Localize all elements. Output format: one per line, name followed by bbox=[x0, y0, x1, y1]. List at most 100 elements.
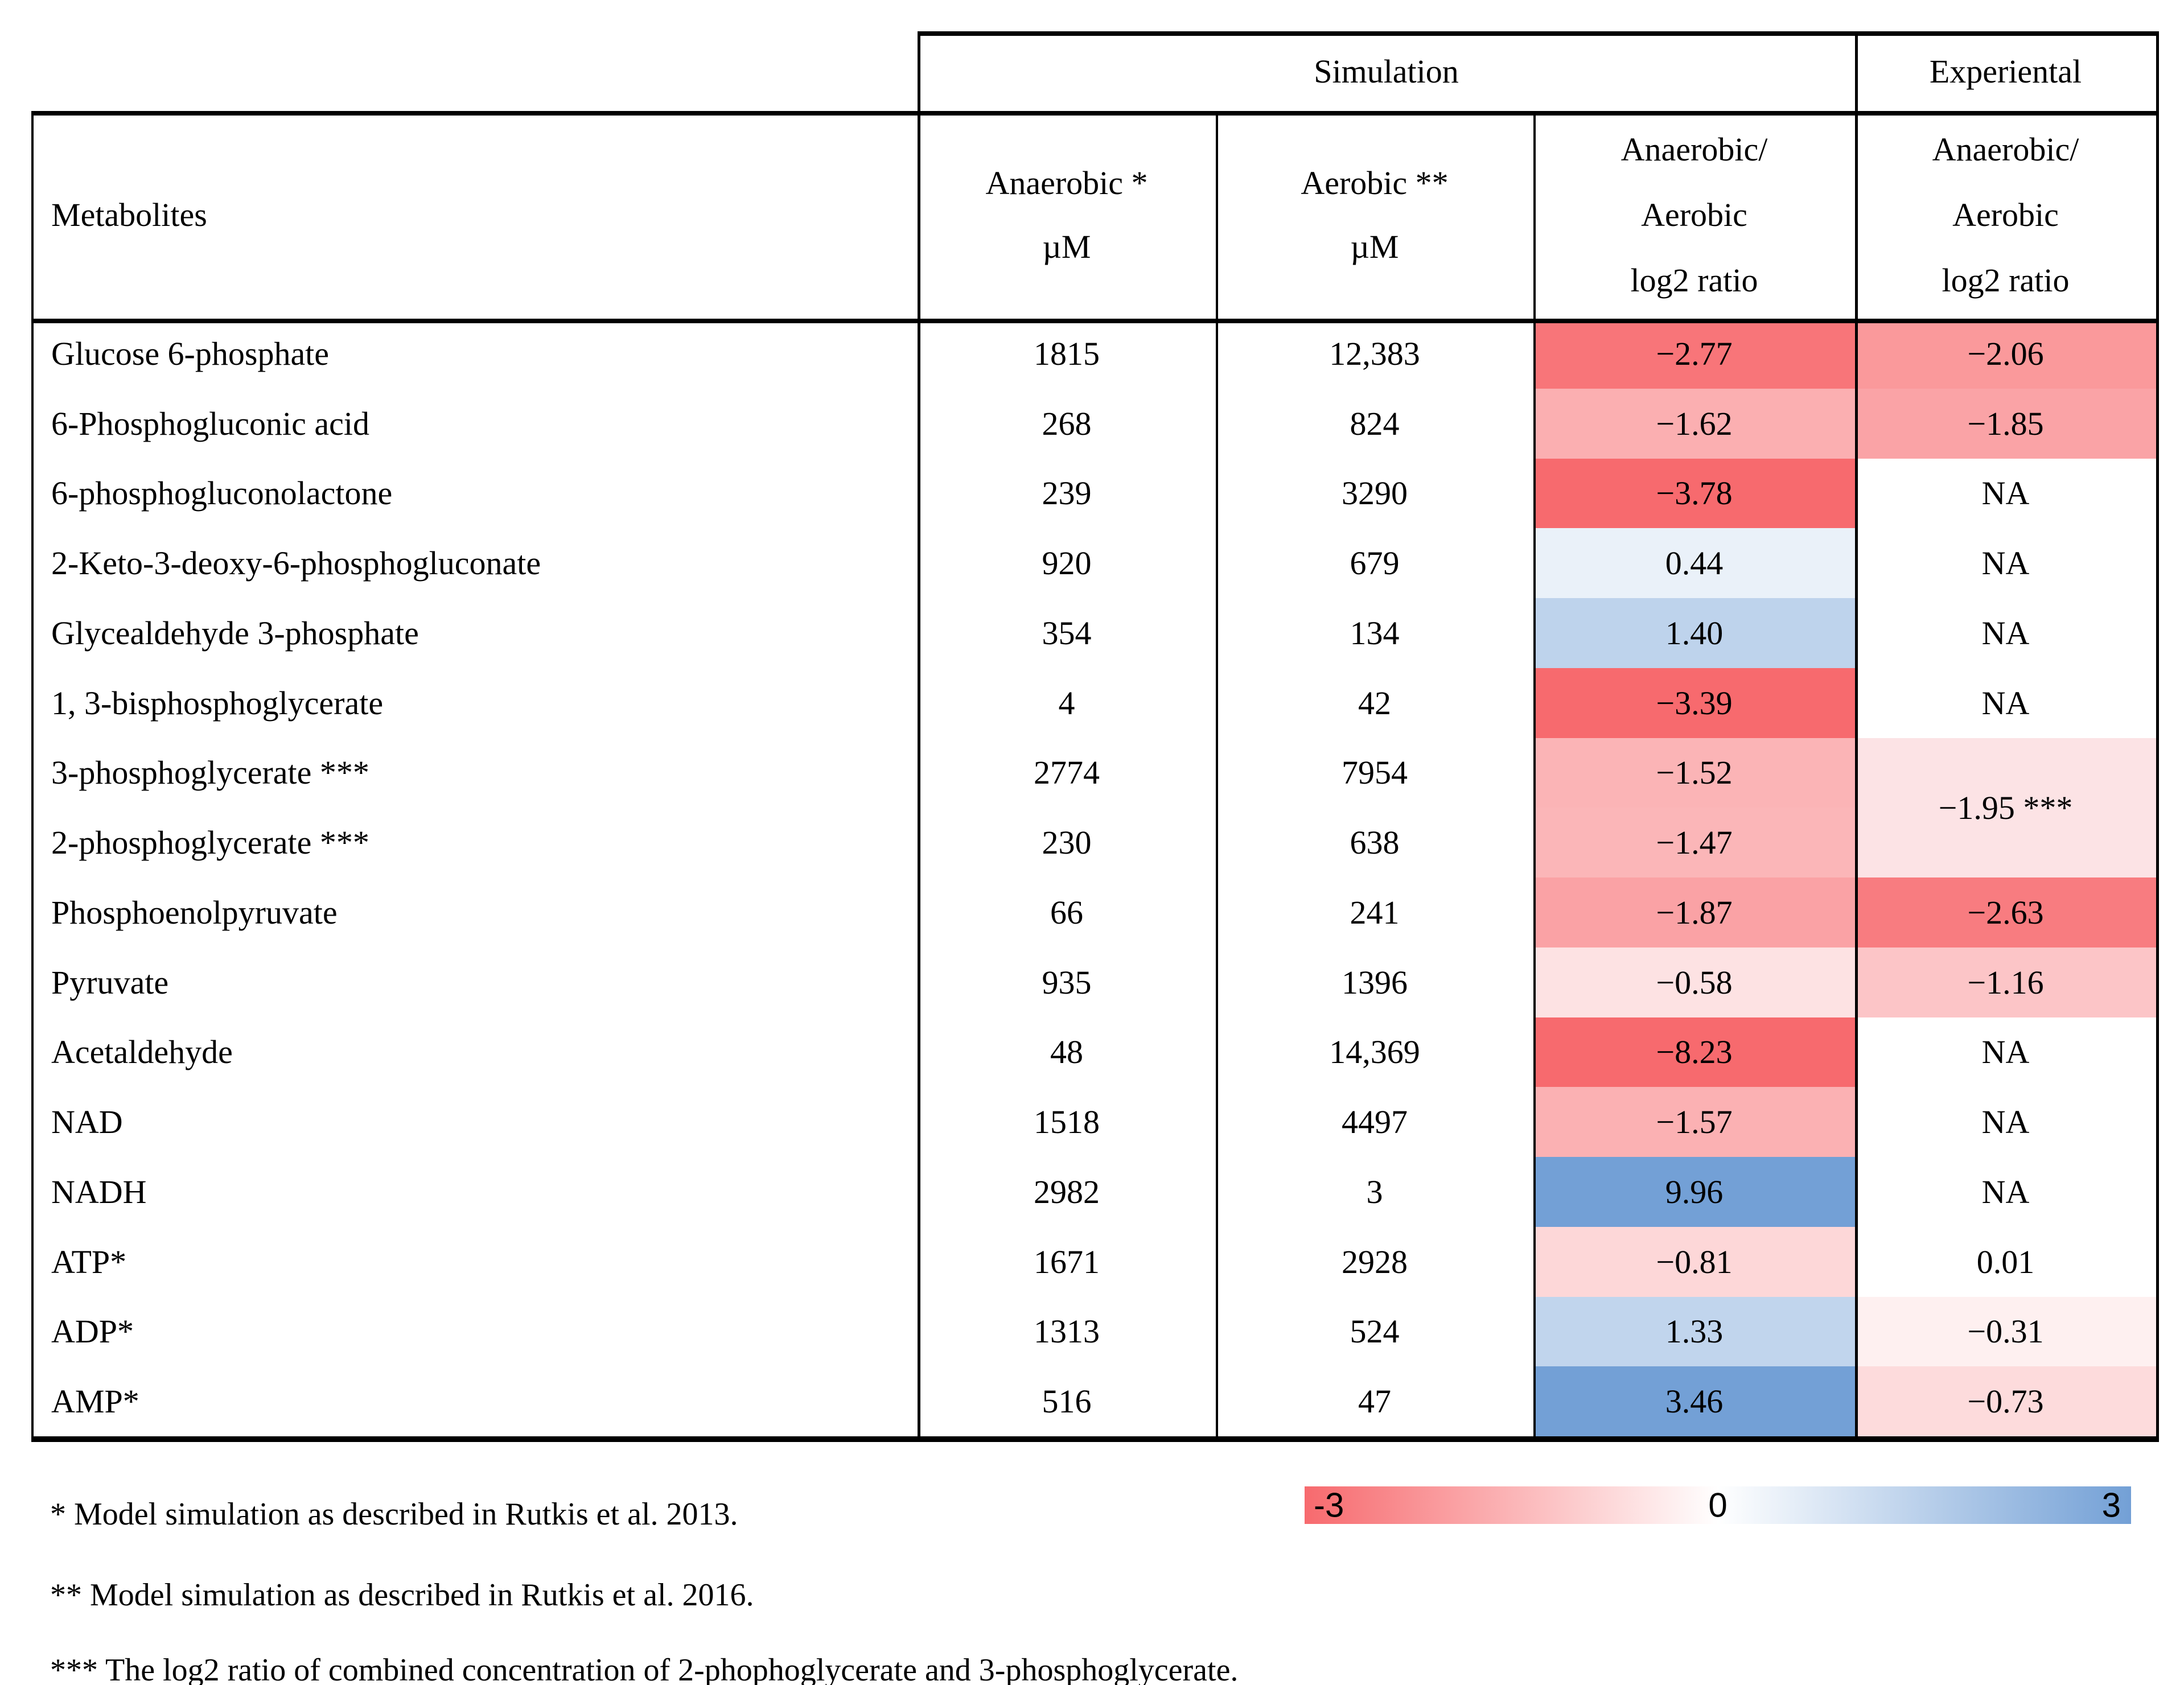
aerobic-value-text: 824 bbox=[1350, 405, 1400, 442]
exp-log2-cell-text: NA bbox=[1981, 545, 2030, 582]
table-row: 2-Keto-3-deoxy-6-phosphogluconate 920 679 0… bbox=[31, 528, 2156, 598]
sim-log2-cell-text: 9.96 bbox=[1665, 1173, 1724, 1210]
exp-log2-cell: NA bbox=[1855, 458, 2156, 529]
metabolite-name-text: 1, 3-bisphosphoglycerate bbox=[51, 684, 384, 722]
anaerobic-value-text: 66 bbox=[1050, 893, 1083, 931]
sim-ratio-header-line2: Aerobic bbox=[1641, 196, 1747, 233]
aerobic-value: 134 bbox=[1216, 598, 1533, 668]
anaerobic-value-text: 268 bbox=[1042, 405, 1092, 442]
sim-log2-cell-text: 3.46 bbox=[1665, 1383, 1724, 1420]
exp-log2-cell: NA bbox=[1855, 1157, 2156, 1227]
anaerobic-value: 230 bbox=[918, 808, 1216, 877]
sim-log2-cell-text: −0.58 bbox=[1656, 963, 1733, 1001]
metabolite-name: Glycealdehyde 3-phosphate bbox=[51, 598, 918, 668]
table-row: Glycealdehyde 3-phosphate 354 134 1.40 NA bbox=[31, 598, 2156, 668]
exp-log2-cell: NA bbox=[1855, 1087, 2156, 1157]
anaerobic-value: 268 bbox=[918, 389, 1216, 459]
anaerobic-value: 935 bbox=[918, 947, 1216, 1017]
simulation-header-top-border bbox=[918, 31, 2159, 36]
table-row: NAD 1518 4497 −1.57 NA bbox=[31, 1087, 2156, 1157]
anaerobic-value-text: 239 bbox=[1042, 475, 1092, 512]
metabolite-name-text: 6-phosphogluconolactone bbox=[51, 475, 393, 512]
aerobic-value: 1396 bbox=[1216, 947, 1533, 1017]
metabolite-name-text: ATP* bbox=[51, 1243, 127, 1280]
sim-log2-cell-text: −1.87 bbox=[1656, 893, 1733, 931]
metabolite-name: Acetaldehyde bbox=[51, 1017, 918, 1087]
anaerobic-value: 1313 bbox=[918, 1297, 1216, 1367]
simulation-group-label: Simulation bbox=[1314, 52, 1459, 90]
exp-log2-cell: −0.31 bbox=[1855, 1296, 2156, 1367]
sim-log2-cell-text: 1.40 bbox=[1665, 614, 1724, 652]
exp-log2-cell: NA bbox=[1855, 598, 2156, 668]
aerobic-value: 824 bbox=[1216, 389, 1533, 459]
sim-log2-cell: 3.46 bbox=[1533, 1366, 1855, 1436]
anaerobic-value: 2982 bbox=[918, 1157, 1216, 1227]
sim-log2-cell-text: −1.47 bbox=[1656, 824, 1733, 862]
table-row: NADH 2982 3 9.96 NA bbox=[31, 1157, 2156, 1227]
aerobic-value: 241 bbox=[1216, 877, 1533, 947]
metabolite-name: ATP* bbox=[51, 1227, 918, 1297]
sim-log2-cell: 1.40 bbox=[1533, 598, 1855, 668]
sim-log2-cell: −2.77 bbox=[1533, 319, 1855, 389]
metabolite-name-text: 3-phosphoglycerate *** bbox=[51, 754, 369, 792]
aerobic-value: 3 bbox=[1216, 1157, 1533, 1227]
anaerobic-value: 516 bbox=[918, 1366, 1216, 1436]
aerobic-value-text: 3 bbox=[1366, 1173, 1383, 1210]
anaerobic-value: 1815 bbox=[918, 319, 1216, 389]
exp-log2-cell-text: NA bbox=[1981, 475, 2030, 512]
exp-log2-cell-text: NA bbox=[1981, 1033, 2030, 1071]
aerobic-value: 42 bbox=[1216, 668, 1533, 738]
table-row: 6-Phosphogluconic acid 268 824 −1.62 −1.85 bbox=[31, 388, 2156, 459]
aerobic-value-text: 3290 bbox=[1342, 475, 1408, 512]
anaerobic-right-border bbox=[1216, 111, 1218, 1442]
anaerobic-value-text: 1518 bbox=[1034, 1103, 1100, 1141]
metabolite-name-text: Glycealdehyde 3-phosphate bbox=[51, 614, 419, 652]
aerobic-value: 524 bbox=[1216, 1297, 1533, 1367]
table-row: 6-phosphogluconolactone 239 3290 −3.78 NA bbox=[31, 458, 2156, 529]
metabolite-name: Glucose 6-phosphate bbox=[51, 319, 918, 389]
anaerobic-value: 354 bbox=[918, 598, 1216, 668]
exp-log2-cell: −0.73 bbox=[1855, 1366, 2156, 1436]
exp-log2-cell-text: −1.16 bbox=[1967, 963, 2044, 1001]
aerobic-value-text: 679 bbox=[1350, 545, 1400, 582]
aerobic-value: 638 bbox=[1216, 808, 1533, 877]
aerobic-value-text: 42 bbox=[1358, 684, 1391, 722]
anaerobic-value-text: 1313 bbox=[1034, 1313, 1100, 1350]
anaerobic-value-text: 4 bbox=[1058, 684, 1075, 722]
sim-log2-cell: 9.96 bbox=[1533, 1157, 1855, 1227]
anaerobic-value-text: 1671 bbox=[1034, 1243, 1100, 1280]
metabolite-name: AMP* bbox=[51, 1366, 918, 1436]
aerobic-value-text: 14,369 bbox=[1329, 1033, 1420, 1071]
footnote-1: * Model simulation as described in Rutki… bbox=[50, 1497, 738, 1532]
exp-ratio-header-line1: Anaerobic/ bbox=[1932, 131, 2079, 168]
exp-ratio-header-line3: log2 ratio bbox=[1942, 262, 2070, 299]
merged-experimental-cell: −1.95 *** bbox=[1855, 738, 2156, 877]
aerobic-value-text: 12,383 bbox=[1329, 335, 1420, 372]
sim-log2-cell-text: −3.39 bbox=[1656, 684, 1733, 722]
exp-log2-cell: NA bbox=[1855, 528, 2156, 598]
anaerobic-value-text: 920 bbox=[1042, 545, 1092, 582]
exp-log2-cell-text: NA bbox=[1981, 1173, 2030, 1210]
anaerobic-value-text: 1815 bbox=[1034, 335, 1100, 372]
experimental-group-header: Experiental bbox=[1855, 31, 2156, 111]
aerobic-value: 3290 bbox=[1216, 459, 1533, 529]
exp-log2-cell-text: NA bbox=[1981, 684, 2030, 722]
simulation-ratio-column-header: Anaerobic/ Aerobic log2 ratio bbox=[1533, 111, 1855, 319]
metabolites-column-header: Metabolites bbox=[51, 111, 877, 319]
metabolite-name-text: Glucose 6-phosphate bbox=[51, 335, 330, 372]
metabolite-name-text: 2-phosphoglycerate *** bbox=[51, 824, 369, 862]
aerobic-value-text: 2928 bbox=[1342, 1243, 1408, 1280]
metabolite-name: Phosphoenolpyruvate bbox=[51, 877, 918, 947]
footnote-2: ** Model simulation as described in Rutk… bbox=[50, 1577, 754, 1613]
aerobic-value-text: 4497 bbox=[1342, 1103, 1408, 1141]
metabolite-name-text: AMP* bbox=[51, 1383, 139, 1420]
metabolites-right-border bbox=[918, 31, 920, 1442]
anaerobic-value: 66 bbox=[918, 877, 1216, 947]
exp-log2-cell-text: −1.85 bbox=[1967, 405, 2044, 442]
anaerobic-value: 1518 bbox=[918, 1087, 1216, 1157]
table-row: ATP* 1671 2928 −0.81 0.01 bbox=[31, 1226, 2156, 1297]
sim-log2-cell: −0.81 bbox=[1533, 1226, 1855, 1297]
anaerobic-value-text: 2774 bbox=[1034, 754, 1100, 792]
sim-log2-cell: −1.52 bbox=[1533, 738, 1855, 808]
experimental-ratio-column-header: Anaerobic/ Aerobic log2 ratio bbox=[1855, 111, 2156, 319]
